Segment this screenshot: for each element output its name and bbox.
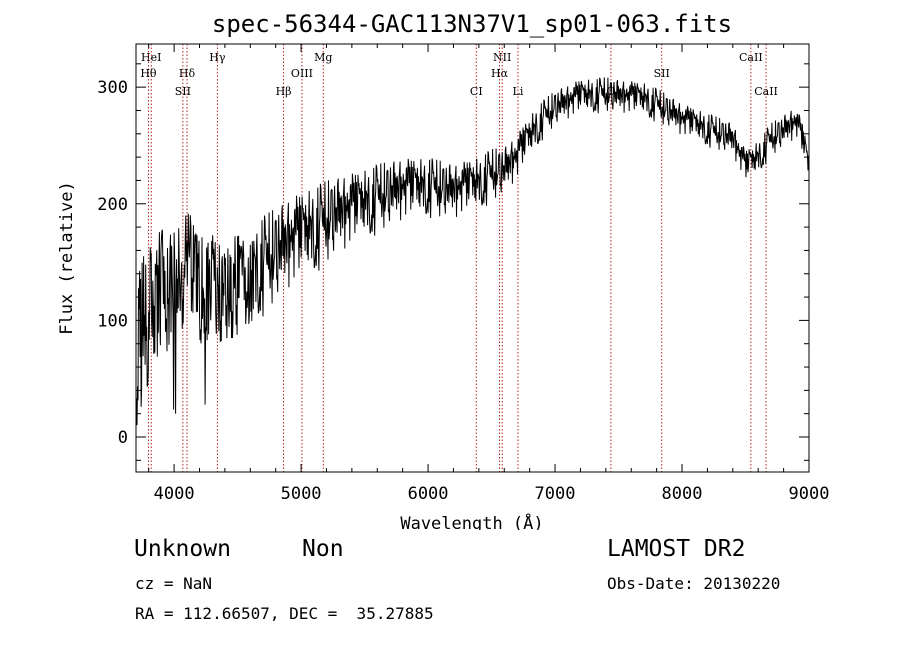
y-tick-label: 300: [97, 78, 128, 98]
line-marker-label: SII: [175, 85, 191, 98]
x-tick-label: 7000: [535, 484, 576, 504]
axes: 4000 5000 6000 7000 8000 9000 0 100 200 300: [97, 44, 829, 504]
x-tick-label: 5000: [281, 484, 322, 504]
plot-frame: [135, 43, 810, 473]
line-marker-label: NII: [493, 51, 511, 64]
line-marker-label: Hδ: [179, 67, 196, 80]
x-tick-label: 4000: [154, 484, 195, 504]
line-marker-label: Hγ: [209, 51, 226, 64]
y-tick-label: 0: [118, 428, 128, 448]
x-axis-label: Wavelength (Å): [400, 512, 543, 530]
redshift-value: cz = NaN: [135, 574, 213, 593]
spectrum-line: [135, 77, 810, 426]
x-tick-label: 6000: [408, 484, 449, 504]
spectrum-chart: spec-56344-GAC113N37V1_sp01-063.fits HeI…: [57, 10, 829, 530]
sky-coordinates: RA = 112.66507, DEC = 35.27885: [135, 604, 434, 623]
line-marker-label: CI: [470, 85, 483, 98]
observation-date: Obs-Date: 20130220: [607, 574, 781, 593]
object-class: Unknown: [134, 536, 231, 562]
line-marker-label: CaII: [739, 51, 763, 64]
line-marker-label: CaII: [754, 85, 778, 98]
line-marker-label: OIII: [291, 67, 313, 80]
line-marker-label: Hα: [491, 67, 509, 80]
line-marker-label: O: [606, 85, 615, 98]
y-axis-label: Flux (relative): [57, 181, 77, 335]
line-marker-label: Hβ: [276, 85, 292, 98]
line-marker-label: Li: [513, 85, 524, 98]
survey-name: LAMOST DR2: [607, 536, 746, 562]
y-tick-label: 100: [97, 311, 128, 331]
object-subclass: Non: [302, 536, 344, 562]
line-marker-label: Mg: [314, 51, 332, 64]
y-tick-label: 200: [97, 195, 128, 215]
line-marker-label: Hθ: [140, 67, 157, 80]
line-marker-label: HeI: [141, 51, 161, 64]
spectrum: [135, 77, 810, 426]
line-marker-label: SII: [654, 67, 670, 80]
x-tick-label: 8000: [662, 484, 703, 504]
chart-title: spec-56344-GAC113N37V1_sp01-063.fits: [212, 10, 732, 38]
x-tick-label: 9000: [789, 484, 830, 504]
